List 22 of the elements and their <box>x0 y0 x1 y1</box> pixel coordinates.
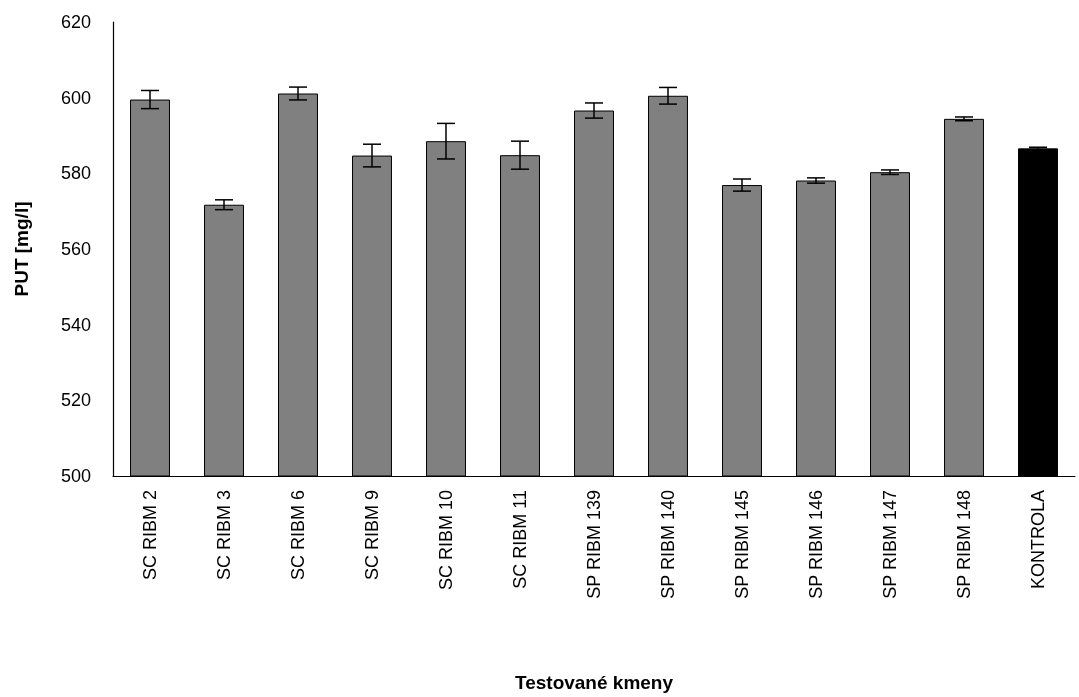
y-tick-label: 620 <box>60 12 91 32</box>
x-tick-label: SC RIBM 2 <box>140 490 160 581</box>
y-tick-label: 540 <box>60 314 91 335</box>
y-tick-label: 600 <box>60 87 91 108</box>
x-tick-label: SC RIBM 11 <box>510 490 530 589</box>
x-tick-label: KONTROLA <box>1028 490 1048 590</box>
x-tick-label: SC RIBM 9 <box>362 490 382 581</box>
x-tick-label: SP RIBM 147 <box>880 490 900 599</box>
y-tick-label: 580 <box>60 163 91 184</box>
x-tick-label: SP RIBM 148 <box>954 490 974 599</box>
y-tick-label: 500 <box>60 466 91 486</box>
y-tick-label: 560 <box>60 239 91 259</box>
y-tick-label: 520 <box>60 390 91 411</box>
x-tick-label: SP RIBM 145 <box>732 490 752 599</box>
x-axis-title: Testované kmeny <box>514 672 674 693</box>
x-tick-label: SP RIBM 146 <box>806 490 826 599</box>
x-tick-label: SP RIBM 139 <box>584 490 604 599</box>
x-tick-label: SC RIBM 3 <box>214 490 234 581</box>
y-axis-title: PUT [mg/l] <box>11 201 32 297</box>
x-tick-label: SC RIBM 10 <box>436 490 456 591</box>
x-tick-label: SC RIBM 6 <box>288 490 308 581</box>
x-tick-label: SP RIBM 140 <box>658 490 678 599</box>
